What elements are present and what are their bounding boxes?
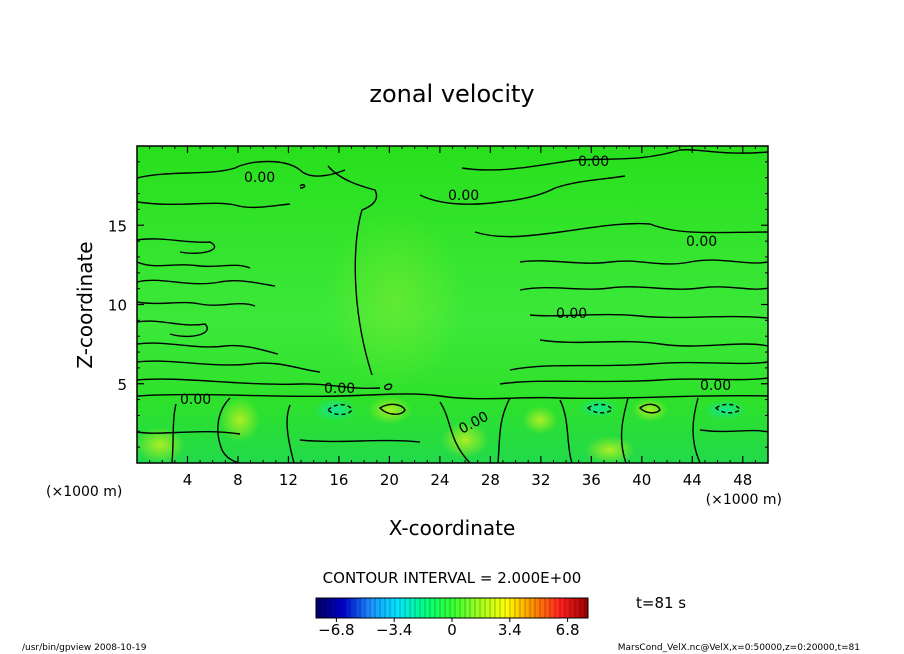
contour-label: 0.00	[244, 170, 275, 186]
contour-label: 0.00	[578, 154, 609, 170]
plot-field: 0.00 0.00 0.00 0.00 0.00 0.00 0.00 0.00 …	[136, 145, 769, 464]
footer-left: /usr/bin/gpview 2008-10-19	[22, 643, 147, 653]
contour-line	[519, 259, 768, 265]
contour-line	[137, 160, 346, 179]
colorbar-stripes	[319, 598, 586, 618]
contour-line	[384, 383, 393, 391]
contour-line	[171, 403, 177, 463]
y-tick-label: 10	[108, 297, 127, 315]
y-axis-ticks: 5 10 15	[108, 161, 768, 448]
y-axis-unit: (×1000 m)	[46, 484, 122, 500]
contour-line	[499, 377, 768, 385]
shade-blob	[522, 406, 558, 434]
x-tick-label: 40	[632, 471, 651, 489]
colorbar-tick-label: 3.4	[498, 621, 522, 639]
contour-line	[137, 301, 256, 307]
x-tick-label: 12	[279, 471, 298, 489]
contour-line	[692, 397, 701, 463]
shade-blob	[441, 422, 489, 458]
x-tick-label: 44	[683, 471, 702, 489]
contour-line	[137, 430, 241, 435]
shade-blob	[578, 398, 618, 418]
x-axis-unit: (×1000 m)	[706, 492, 782, 508]
contour-line	[137, 261, 251, 269]
contour-line	[137, 320, 208, 338]
chart-title: zonal velocity	[369, 80, 534, 108]
contour-line	[509, 361, 768, 371]
time-label: t=81 s	[636, 594, 686, 612]
x-tick-label: 16	[329, 471, 348, 489]
x-tick-label: 24	[430, 471, 449, 489]
contour-line	[137, 238, 216, 254]
contour-line	[461, 148, 768, 171]
contour-line	[620, 397, 629, 463]
contour-label: 0.00	[180, 392, 211, 408]
contour-label: 0.00	[700, 378, 731, 394]
colorbar-tick-label: 6.8	[556, 621, 580, 639]
colorbar-ticks: −6.8 −3.4 0 3.4 6.8	[318, 618, 580, 639]
x-axis-label: X-coordinate	[389, 516, 516, 540]
contour-label: 0.00	[324, 381, 355, 397]
colorbar-tick-label: 0	[447, 621, 457, 639]
contour-line	[638, 403, 661, 414]
contour-lines	[137, 148, 768, 463]
x-tick-label: 48	[733, 471, 752, 489]
contour-line	[586, 403, 613, 414]
contour-line	[714, 403, 741, 414]
contour-line	[327, 165, 378, 376]
contour-line	[419, 175, 626, 205]
y-axis-label: Z-coordinate	[73, 241, 97, 368]
contour-line	[299, 439, 421, 443]
shade-blob	[585, 436, 635, 463]
shade-blob	[632, 398, 668, 422]
contour-line	[539, 339, 768, 347]
colorbar-ramp	[315, 597, 589, 619]
shade-blob	[368, 396, 412, 424]
contour-line	[137, 378, 381, 390]
shade-blob	[703, 400, 747, 420]
contour-line	[439, 401, 471, 463]
contour-line	[286, 404, 295, 463]
footer-right: MarsCond_VelX.nc@VelX,x=0:50000,z=0:2000…	[618, 643, 860, 653]
contour-line	[137, 342, 279, 355]
x-tick-label: 36	[582, 471, 601, 489]
shade-blob	[313, 398, 357, 422]
contour-line	[529, 313, 768, 319]
x-axis-ticks: 4 8 12 16 20 24 28 32 36 40 44 48	[149, 146, 756, 489]
contour-line	[699, 429, 768, 433]
contour-line	[137, 393, 768, 400]
contour-line	[299, 183, 306, 189]
contour-line	[137, 279, 276, 287]
colorbar-tick-label: −6.8	[318, 621, 354, 639]
contour-line	[559, 399, 573, 463]
shade-blob	[220, 398, 260, 442]
contour-line	[497, 397, 511, 463]
x-tick-label: 20	[380, 471, 399, 489]
contour-label: 0.00	[448, 188, 479, 204]
contour-line	[474, 222, 768, 238]
contour-line	[519, 286, 768, 291]
x-tick-label: 8	[233, 471, 243, 489]
contour-interval-text: CONTOUR INTERVAL = 2.000E+00	[323, 569, 582, 587]
contour-line	[327, 404, 353, 416]
colorbar-tick-label: −3.4	[376, 621, 412, 639]
colorbar: −6.8 −3.4 0 3.4 6.8	[315, 597, 589, 639]
x-tick-label: 32	[531, 471, 550, 489]
shade-blob	[325, 210, 465, 390]
y-tick-label: 5	[117, 376, 127, 394]
y-tick-label: 15	[108, 217, 127, 235]
x-tick-label: 28	[481, 471, 500, 489]
contour-line	[378, 403, 406, 415]
x-tick-label: 4	[183, 471, 193, 489]
contour-label: 0.00	[556, 306, 587, 322]
contour-line	[137, 201, 291, 209]
contour-label: 0.00	[686, 234, 717, 250]
field-shading	[137, 210, 747, 463]
contour-line	[137, 360, 321, 373]
contour-line	[217, 397, 241, 463]
